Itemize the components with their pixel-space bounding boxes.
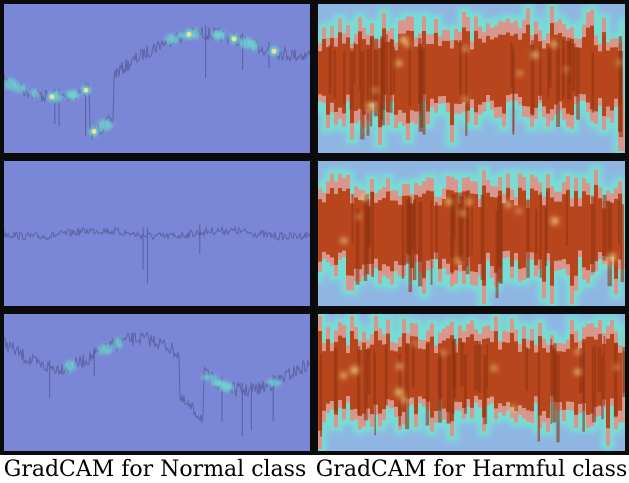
harmful-heatmap-svg-3 <box>318 314 625 451</box>
harmful-heatmap-svg-2 <box>318 161 625 306</box>
normal-class-caption: GradCAM for Normal class <box>3 457 307 482</box>
normal-heatmap-svg-3 <box>4 314 310 451</box>
harmful-class-caption: GradCAM for Harmful class <box>315 457 628 482</box>
harmful-heatmap-row-1 <box>318 4 625 153</box>
harmful-heatmap-row-2 <box>318 161 625 306</box>
heatmap-grid <box>0 0 629 455</box>
normal-heatmap-row-1 <box>4 4 310 153</box>
normal-heatmap-svg-2 <box>4 161 310 306</box>
harmful-heatmap-svg-1 <box>318 4 625 153</box>
harmful-heatmap-row-3 <box>318 314 625 451</box>
normal-heatmap-row-2 <box>4 161 310 306</box>
normal-heatmap-row-3 <box>4 314 310 451</box>
normal-heatmap-svg-1 <box>4 4 310 153</box>
